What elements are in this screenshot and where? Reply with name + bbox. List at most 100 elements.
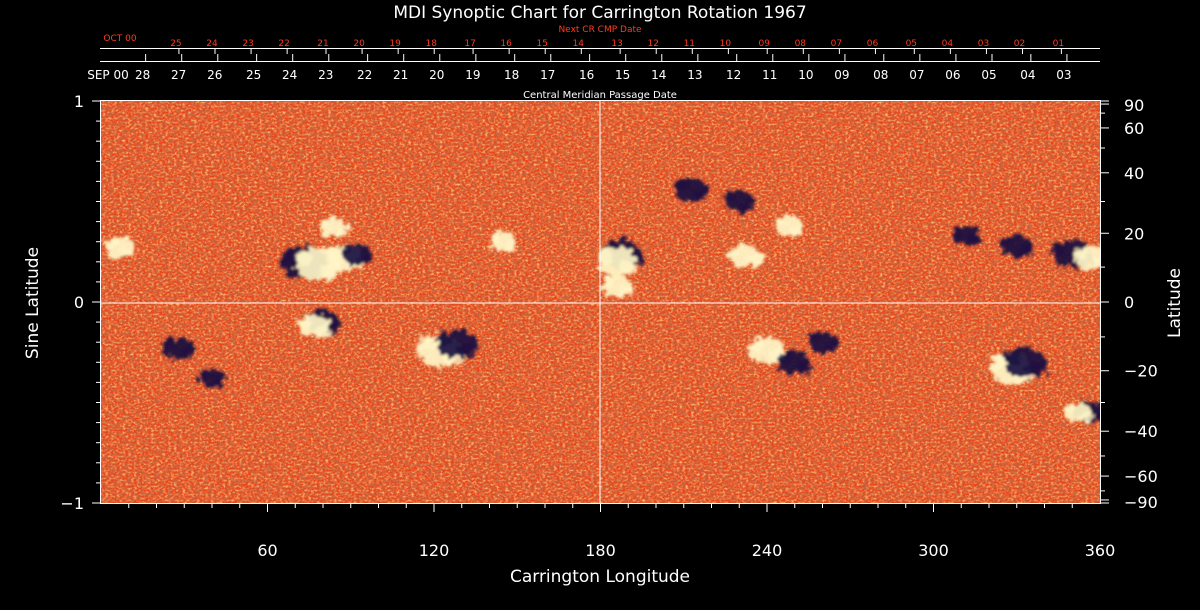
next-cr-date-labels: 25 24 23 22 21 20 19 18 17 16 15 14 13 12 11 10 09 08 07 06… bbox=[170, 39, 1064, 54]
y-right-tick-label: 60 bbox=[1124, 119, 1144, 138]
next-cr-date-label: 13 bbox=[611, 39, 622, 49]
y-axis-right: 90 60 40 20 0 −20 −40 −60 −90 bbox=[1100, 96, 1158, 512]
active-region-fragment bbox=[796, 361, 812, 374]
active-region-fragment bbox=[674, 179, 689, 191]
active-region-fragment bbox=[1090, 411, 1100, 423]
active-region-fragment bbox=[618, 285, 633, 297]
active-region-fragment bbox=[104, 238, 117, 249]
y-right-tick-label: −60 bbox=[1124, 467, 1158, 486]
cmp-date-label: 18 bbox=[504, 68, 519, 82]
active-region-fragment bbox=[601, 276, 614, 287]
next-cr-date-label: 09 bbox=[758, 39, 770, 49]
cmp-date-label: 09 bbox=[834, 68, 849, 82]
cmp-date-label: 28 bbox=[135, 68, 150, 82]
y-left-tick-label: −1 bbox=[60, 494, 84, 513]
magnetogram-map bbox=[101, 101, 1100, 503]
x-tick-label: 60 bbox=[257, 541, 277, 560]
y-right-tick-label: −40 bbox=[1124, 422, 1158, 441]
active-region-fragment bbox=[1003, 349, 1021, 364]
cmp-date-label: 05 bbox=[981, 68, 996, 82]
chart-title: MDI Synoptic Chart for Carrington Rotati… bbox=[393, 3, 806, 23]
active-region-fragment bbox=[197, 370, 209, 379]
active-region-fragment bbox=[1026, 361, 1047, 377]
y-right-tick-label: 40 bbox=[1124, 164, 1144, 183]
next-cr-month-label: OCT 00 bbox=[103, 34, 136, 44]
active-region-fragment bbox=[357, 253, 372, 264]
next-cr-date-label: 16 bbox=[500, 39, 512, 49]
next-cr-date-label: 07 bbox=[831, 39, 842, 49]
active-region-fragment bbox=[773, 216, 786, 227]
y-right-tick-label: 20 bbox=[1124, 224, 1144, 243]
next-cr-date-label: 15 bbox=[536, 39, 547, 49]
active-region-fragment bbox=[596, 250, 613, 263]
cmp-date-label: 25 bbox=[246, 68, 261, 82]
y-right-tick-label: −90 bbox=[1124, 493, 1158, 512]
cmp-date-label: 08 bbox=[873, 68, 888, 82]
cmp-date-label: 14 bbox=[651, 68, 666, 82]
next-cr-date-label: 11 bbox=[684, 39, 695, 49]
active-region-fragment bbox=[823, 341, 839, 353]
cmp-date-label: 26 bbox=[207, 68, 222, 82]
cmp-date-label: 21 bbox=[393, 68, 408, 82]
cmp-date-label: 06 bbox=[945, 68, 960, 82]
cmp-date-label: 07 bbox=[909, 68, 924, 82]
x-tick-label: 240 bbox=[752, 541, 783, 560]
next-cr-date-label: 19 bbox=[389, 39, 401, 49]
active-region-fragment bbox=[435, 332, 452, 345]
cmp-date-label: 19 bbox=[465, 68, 480, 82]
cmp-date-label: 10 bbox=[798, 68, 813, 82]
active-region-fragment bbox=[1078, 412, 1092, 422]
y-right-tick-label: 90 bbox=[1124, 96, 1144, 115]
active-region-fragment bbox=[952, 227, 964, 237]
y-left-tick-label: 0 bbox=[74, 293, 84, 312]
cmp-date-label: 15 bbox=[615, 68, 630, 82]
next-cr-date-label: 18 bbox=[425, 39, 437, 49]
active-region-fragment bbox=[1074, 247, 1088, 259]
cmp-date-label: 16 bbox=[579, 68, 594, 82]
cmp-date-label: 22 bbox=[357, 68, 372, 82]
active-region-fragment bbox=[1063, 404, 1075, 414]
x-axis: 60 120 180 240 300 360 bbox=[128, 503, 1115, 560]
cmp-date-label: 23 bbox=[318, 68, 333, 82]
next-cr-date-label: 10 bbox=[720, 39, 732, 49]
active-region-fragment bbox=[294, 250, 313, 265]
active-region-fragment bbox=[723, 192, 736, 203]
next-cr-date-label: 17 bbox=[464, 39, 475, 49]
next-cr-date-label: 08 bbox=[795, 39, 807, 49]
cmp-month-label: SEP 00 bbox=[87, 68, 129, 82]
active-region-fragment bbox=[315, 325, 331, 337]
y-right-tick-label: 0 bbox=[1124, 293, 1134, 312]
x-tick-label: 300 bbox=[918, 541, 949, 560]
active-region-fragment bbox=[320, 219, 331, 229]
active-regions bbox=[104, 177, 1100, 424]
y-axis-left: 1 0 −1 bbox=[60, 92, 101, 513]
active-region-fragment bbox=[748, 339, 763, 351]
active-region-fragment bbox=[777, 352, 791, 363]
cmp-date-label: 27 bbox=[171, 68, 186, 82]
next-cr-date-label: 06 bbox=[867, 39, 879, 49]
active-region-fragment bbox=[299, 317, 312, 327]
active-region-fragment bbox=[727, 245, 741, 257]
next-cr-date-label: 02 bbox=[1014, 39, 1025, 49]
active-region-fragment bbox=[967, 235, 981, 245]
active-region-fragment bbox=[618, 261, 638, 276]
active-region-fragment bbox=[326, 246, 341, 259]
next-cr-date-label: 25 bbox=[170, 39, 181, 49]
x-tick-label: 180 bbox=[585, 541, 616, 560]
next-cr-date-label: 05 bbox=[906, 39, 917, 49]
active-region-fragment bbox=[280, 248, 299, 263]
active-region-fragment bbox=[693, 188, 710, 201]
cmp-date-label: 11 bbox=[762, 68, 777, 82]
active-region-fragment bbox=[335, 227, 349, 237]
cmp-axis-label: Central Meridian Passage Date bbox=[523, 90, 677, 101]
active-region-fragment bbox=[790, 225, 805, 236]
active-region-fragment bbox=[504, 241, 518, 251]
active-region-fragment bbox=[489, 233, 501, 243]
active-region-fragment bbox=[416, 336, 435, 352]
cmp-date-label: 24 bbox=[282, 68, 297, 82]
active-region-fragment bbox=[213, 377, 227, 388]
cmp-date-labels: 28 27 26 25 24 23 22 21 20 19 18 17 16 15 14 13 12 11 10 09… bbox=[135, 54, 1072, 82]
next-cr-date-label: 21 bbox=[317, 39, 328, 49]
cmp-date-label: 12 bbox=[726, 68, 741, 82]
